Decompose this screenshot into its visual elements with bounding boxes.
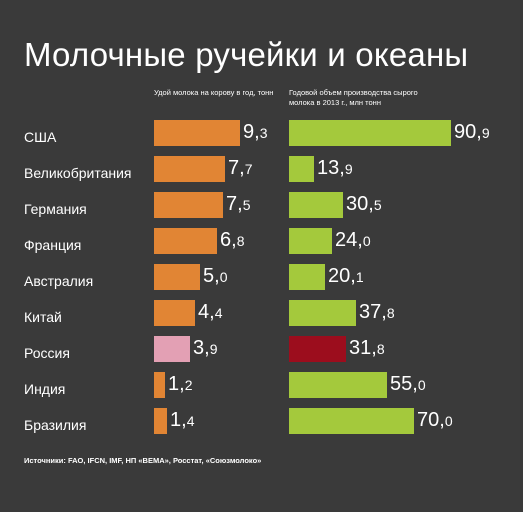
- yield-bar: [154, 156, 225, 182]
- yield-bar: [154, 372, 165, 398]
- production-value-label: 37,8: [359, 301, 395, 323]
- yield-bar: [154, 120, 240, 146]
- yield-value-label: 5,0: [203, 265, 228, 287]
- production-bar: [289, 192, 343, 218]
- chart-row: Китай 4,4 37,8: [0, 300, 523, 336]
- series-yield-header: Удой молока на корову в год, тонн: [154, 88, 274, 97]
- yield-bar: [154, 300, 195, 326]
- yield-bar: [154, 192, 223, 218]
- production-bar: [289, 264, 325, 290]
- production-bar: [289, 336, 346, 362]
- category-label: Германия: [24, 201, 87, 217]
- yield-bar: [154, 336, 190, 362]
- production-bar: [289, 372, 387, 398]
- category-label: Китай: [24, 309, 62, 325]
- yield-value-label: 1,2: [168, 373, 193, 395]
- category-label: Франция: [24, 237, 82, 253]
- production-bar: [289, 300, 356, 326]
- series-production-header: Годовой объем производства сырого молока…: [289, 88, 418, 107]
- yield-value-label: 9,3: [243, 121, 268, 143]
- production-value-label: 90,9: [454, 121, 490, 143]
- source-note: Источники: FAO, IFCN, IMF, НП «ВЕМА», Ро…: [24, 456, 262, 465]
- production-value-label: 55,0: [390, 373, 426, 395]
- chart-row: Великобритания 7,7 13,9: [0, 156, 523, 192]
- yield-value-label: 6,8: [220, 229, 245, 251]
- category-label: Россия: [24, 345, 70, 361]
- category-label: Индия: [24, 381, 66, 397]
- production-value-label: 13,9: [317, 157, 353, 179]
- yield-bar: [154, 228, 217, 254]
- production-bar: [289, 228, 332, 254]
- yield-value-label: 4,4: [198, 301, 223, 323]
- production-bar: [289, 156, 314, 182]
- chart-row: Бразилия 1,4 70,0: [0, 408, 523, 444]
- category-label: Великобритания: [24, 165, 132, 181]
- production-value-label: 70,0: [417, 409, 453, 431]
- chart-row: Россия 3,9 31,8: [0, 336, 523, 372]
- category-label: Бразилия: [24, 417, 87, 433]
- production-bar: [289, 408, 414, 434]
- category-label: Австралия: [24, 273, 94, 289]
- chart-title: Молочные ручейки и океаны: [24, 36, 469, 73]
- yield-value-label: 1,4: [170, 409, 195, 431]
- yield-value-label: 3,9: [193, 337, 218, 359]
- yield-bar: [154, 264, 200, 290]
- chart-row: США 9,3 90,9: [0, 120, 523, 156]
- production-value-label: 31,8: [349, 337, 385, 359]
- production-value-label: 24,0: [335, 229, 371, 251]
- yield-bar: [154, 408, 167, 434]
- production-value-label: 20,1: [328, 265, 364, 287]
- chart-row: Австралия 5,0 20,1: [0, 264, 523, 300]
- chart-row: Франция 6,8 24,0: [0, 228, 523, 264]
- chart-row: Индия 1,2 55,0: [0, 372, 523, 408]
- chart-row: Германия 7,5 30,5: [0, 192, 523, 228]
- yield-value-label: 7,7: [228, 157, 253, 179]
- production-bar: [289, 120, 451, 146]
- production-value-label: 30,5: [346, 193, 382, 215]
- yield-value-label: 7,5: [226, 193, 251, 215]
- category-label: США: [24, 129, 57, 145]
